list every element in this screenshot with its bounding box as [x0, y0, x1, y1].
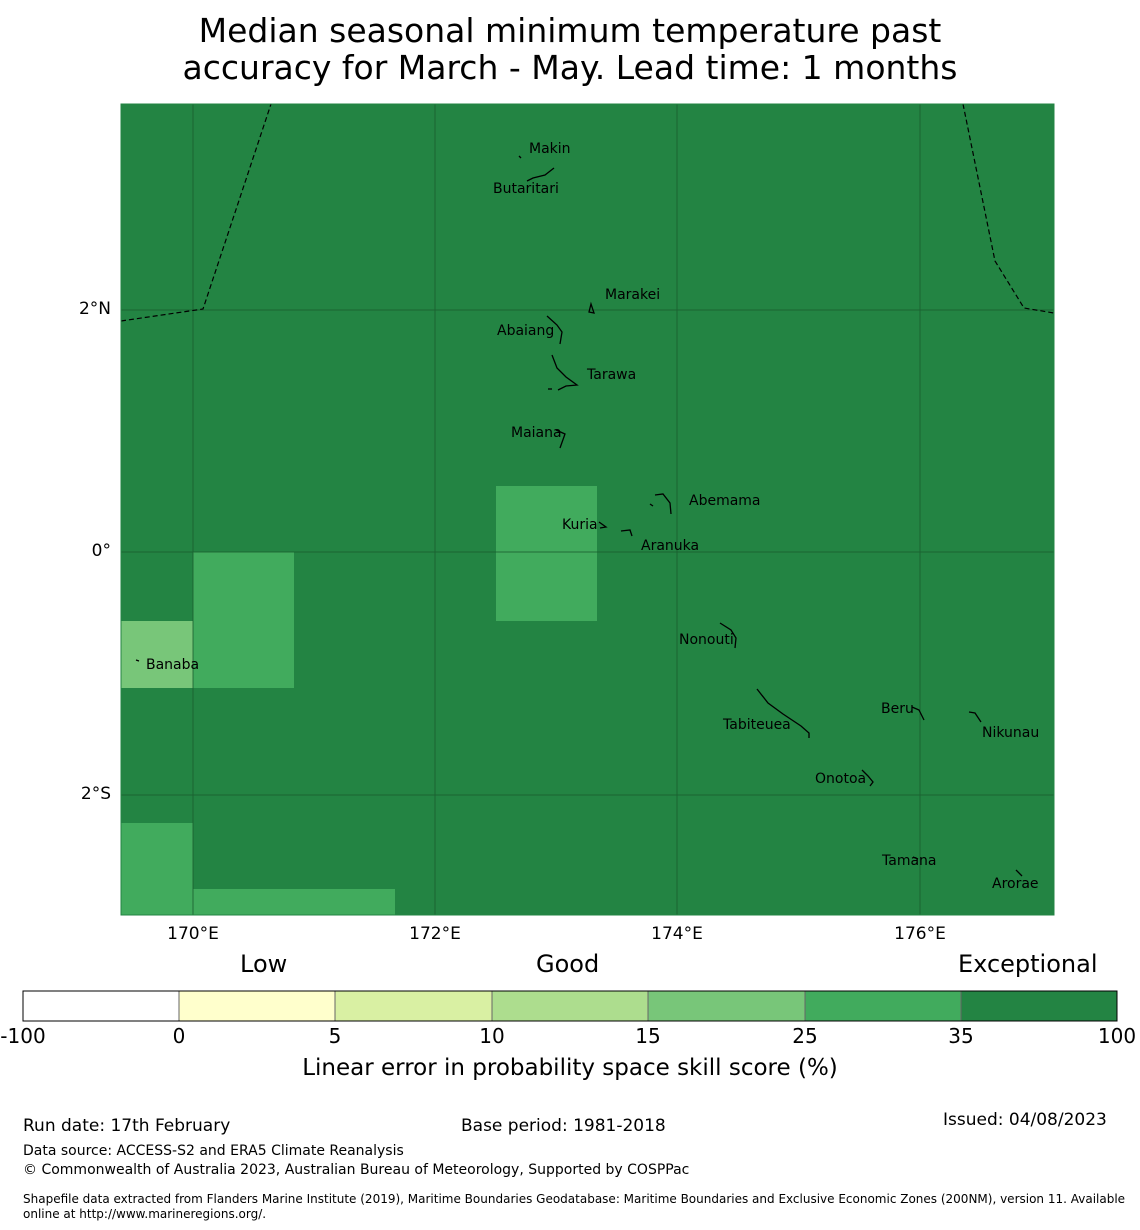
map-frame: [120, 103, 1055, 916]
island-label: Makin: [529, 141, 571, 157]
issued-date: Issued: 04/08/2023: [943, 1110, 1107, 1130]
skill-cell: [496, 486, 597, 621]
island-label: Arorae: [992, 876, 1039, 892]
shapefile-credit-line-1: Shapefile data extracted from Flanders M…: [23, 1192, 1126, 1206]
chart-title-line-1: Median seasonal minimum temperature past: [198, 11, 942, 50]
legend-category-good: Good: [536, 950, 600, 978]
lat-tick-label: 0°: [91, 541, 111, 561]
island-label: Marakei: [605, 287, 661, 303]
data-source: Data source: ACCESS-S2 and ERA5 Climate …: [23, 1143, 404, 1159]
skill-score-map: [22, 103, 1118, 1022]
colorbar-tick-label: 15: [635, 1024, 661, 1048]
island-label: Tabiteuea: [723, 717, 791, 733]
colorbar-tick-label: 10: [479, 1024, 505, 1048]
island-label: Kuria: [562, 517, 598, 533]
island-label: Aranuka: [641, 538, 700, 554]
colorbar-tick-label: 5: [328, 1024, 342, 1048]
skill-cell: [193, 552, 294, 688]
copyright: © Commonwealth of Australia 2023, Austra…: [23, 1162, 690, 1178]
colorbar-tick-label: 25: [792, 1024, 818, 1048]
gridlines: [121, 104, 1054, 915]
island-label: Butaritari: [493, 181, 559, 197]
colorbar-segment: [492, 991, 648, 1021]
eez-boundary-east: [962, 103, 1055, 314]
colorbar: [22, 990, 1118, 1022]
colorbar-frame: [22, 990, 1118, 1022]
colorbar-tick-label: 100: [1097, 1024, 1137, 1048]
eez-boundary-west: [120, 103, 272, 322]
colorbar-segment: [23, 991, 179, 1021]
colorbar-segment: [648, 991, 805, 1021]
island-label: Banaba: [146, 657, 200, 673]
colorbar-segment: [961, 991, 1117, 1021]
colorbar-segment: [805, 991, 961, 1021]
island-outlines: [135, 155, 1023, 877]
island-label: Tarawa: [587, 367, 637, 383]
skill-cell: [121, 621, 193, 688]
chart-title-line-2: accuracy for March - May. Lead time: 1 m…: [182, 48, 958, 87]
island-label: Nikunau: [982, 725, 1040, 741]
lat-tick-label: 2°S: [80, 784, 111, 804]
run-date: Run date: 17th February: [23, 1116, 231, 1136]
island-label: Onotoa: [815, 771, 867, 787]
lon-tick-label: 172°E: [409, 924, 461, 944]
shapefile-credit-line-2: online at http://www.marineregions.org/.: [23, 1207, 267, 1221]
lon-tick-label: 176°E: [894, 924, 946, 944]
legend-category-exceptional: Exceptional: [958, 950, 1098, 978]
colorbar-segment: [179, 991, 335, 1021]
island-label: Abemama: [689, 493, 761, 509]
colorbar-tick-label: 35: [948, 1024, 974, 1048]
island-label: Beru: [881, 701, 914, 717]
legend-category-low: Low: [240, 950, 288, 978]
lat-tick-label: 2°N: [78, 299, 111, 319]
colorbar-tick-label: -100: [0, 1024, 46, 1048]
lon-tick-label: 174°E: [651, 924, 703, 944]
base-period: Base period: 1981-2018: [461, 1116, 666, 1136]
colorbar-tick-label: 0: [172, 1024, 186, 1048]
island-label: Abaiang: [497, 323, 555, 339]
island-label: Nonouti: [679, 632, 734, 648]
colorbar-segment: [335, 991, 492, 1021]
island-label: Maiana: [511, 425, 562, 441]
skill-cell: [193, 889, 395, 915]
colorbar-label: Linear error in probability space skill …: [302, 1055, 838, 1081]
island-label: Tamana: [882, 853, 937, 869]
lon-tick-label: 170°E: [167, 924, 219, 944]
skill-cell: [121, 823, 193, 915]
